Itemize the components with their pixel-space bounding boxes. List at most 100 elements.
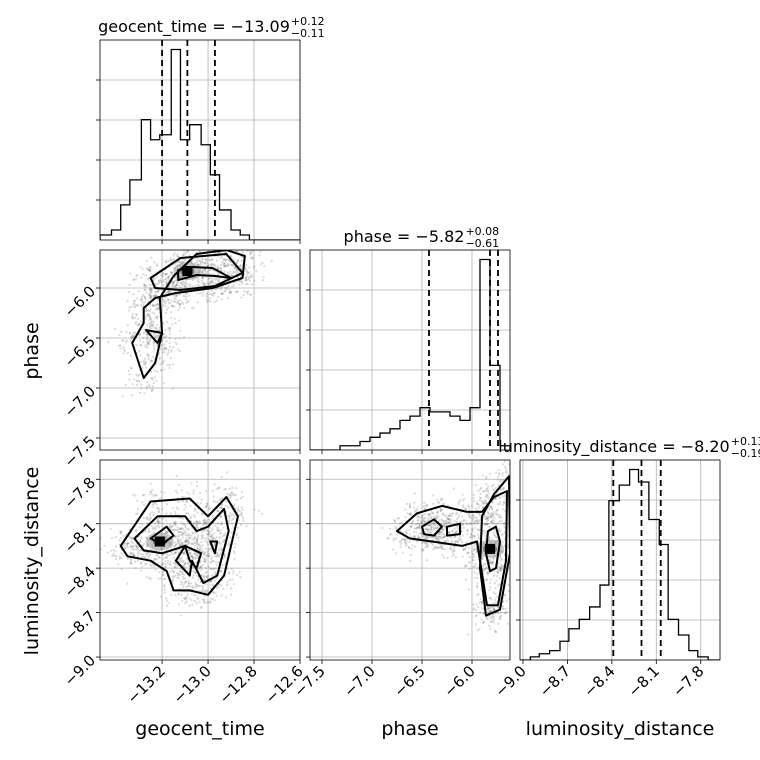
sample-point	[208, 507, 211, 510]
sample-point	[141, 501, 144, 504]
sample-point	[223, 278, 226, 281]
sample-point	[226, 583, 229, 586]
sample-point	[123, 546, 126, 550]
sample-point	[245, 276, 248, 279]
sample-point	[201, 242, 203, 244]
sample-point	[146, 346, 149, 349]
sample-point	[488, 607, 491, 610]
sample-point	[144, 317, 147, 320]
sample-point	[232, 504, 235, 507]
sample-point	[481, 557, 484, 560]
sample-point	[416, 509, 419, 512]
sample-point	[394, 537, 398, 540]
sample-point	[181, 283, 184, 286]
sample-point	[196, 547, 199, 550]
sample-point	[138, 334, 141, 337]
sample-point	[236, 269, 239, 272]
sample-point	[148, 309, 151, 313]
sample-point	[169, 526, 172, 529]
sample-point	[493, 608, 496, 611]
sample-point	[436, 546, 440, 550]
sample-point	[188, 493, 191, 496]
sample-point	[417, 536, 421, 539]
sample-point	[152, 531, 155, 534]
sample-point	[480, 600, 484, 604]
sample-point	[165, 531, 168, 534]
sample-point	[214, 287, 217, 291]
sample-point	[195, 539, 199, 543]
sample-point	[467, 546, 471, 549]
sample-point	[186, 300, 189, 303]
sample-point	[415, 527, 418, 530]
sample-point	[480, 618, 483, 621]
sample-point	[171, 581, 174, 584]
sample-point	[421, 548, 424, 551]
sample-point	[464, 547, 467, 550]
sample-point	[135, 545, 138, 549]
sample-point	[464, 578, 468, 581]
sample-point	[473, 555, 476, 558]
sample-point	[147, 384, 151, 387]
sample-point	[492, 621, 495, 624]
sample-point	[499, 478, 502, 482]
sample-point	[141, 293, 145, 296]
sample-point	[245, 290, 248, 294]
sample-point	[242, 517, 245, 520]
sample-point	[144, 331, 147, 334]
sample-point	[148, 325, 151, 328]
sample-point	[408, 540, 411, 544]
sample-point	[424, 543, 428, 546]
sample-point	[162, 280, 165, 283]
sample-point	[193, 553, 196, 556]
sample-point	[135, 343, 138, 347]
sample-point	[419, 532, 422, 535]
sample-point	[245, 283, 248, 286]
sample-point	[488, 614, 492, 618]
sample-point	[442, 524, 446, 528]
sample-point	[131, 336, 134, 339]
sample-point	[444, 526, 447, 530]
sample-point	[223, 265, 226, 269]
sample-point	[139, 344, 142, 347]
sample-point	[234, 542, 237, 546]
sample-point	[217, 585, 220, 588]
sample-point	[494, 592, 497, 596]
sample-point	[137, 548, 140, 552]
sample-point	[211, 258, 214, 261]
sample-point	[472, 553, 475, 556]
sample-point	[176, 529, 179, 532]
sample-point	[160, 507, 164, 511]
sample-point	[172, 544, 175, 548]
sample-point	[453, 527, 456, 530]
sample-point	[176, 491, 179, 494]
sample-point	[213, 598, 216, 602]
sample-point	[124, 383, 127, 387]
sample-point	[145, 387, 148, 390]
sample-point	[213, 292, 216, 295]
sample-point	[146, 354, 150, 357]
sample-point	[194, 257, 197, 260]
sample-point	[135, 321, 138, 324]
sample-point	[439, 546, 442, 549]
sample-point	[135, 313, 138, 316]
sample-point	[426, 535, 429, 538]
sample-point	[179, 527, 182, 530]
sample-point	[211, 592, 215, 595]
sample-point	[231, 235, 233, 237]
sample-point	[488, 624, 491, 627]
sample-point	[496, 539, 500, 542]
sample-point	[174, 593, 177, 597]
sample-point	[166, 530, 169, 533]
sample-point	[129, 272, 132, 275]
sample-point	[189, 504, 192, 507]
sample-point	[474, 615, 477, 618]
sample-point	[181, 575, 185, 579]
sample-point	[129, 558, 132, 561]
sample-point	[398, 521, 402, 525]
sample-point	[413, 492, 417, 495]
sample-point	[168, 554, 171, 557]
sample-point	[458, 499, 462, 502]
sample-point	[220, 549, 223, 552]
sample-point	[168, 562, 171, 565]
sample-point	[193, 522, 196, 525]
